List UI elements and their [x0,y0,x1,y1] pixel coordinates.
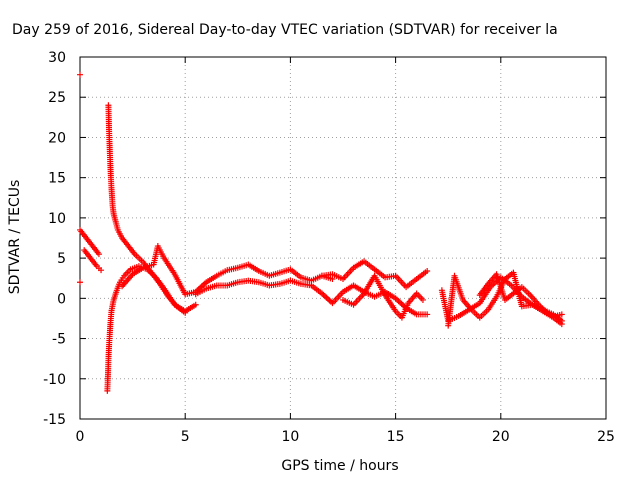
y-tick-label: -10 [43,372,66,388]
series-bundle-dip [340,272,426,321]
series-bundle-high [318,258,431,291]
plot-frame [79,56,607,420]
series-late-c [476,271,565,320]
data-points [77,71,565,394]
data-point [558,311,565,318]
y-tick-label: 10 [48,211,66,227]
x-tick-labels: 0 5 10 15 20 25 [76,429,615,445]
y-tick-label: 20 [48,130,66,146]
grid [80,57,606,419]
data-point [558,321,565,328]
y-tick-label: -15 [43,412,66,428]
x-tick-label: 10 [281,429,299,445]
data-point [77,279,83,286]
y-axis-label: SDTVAR / TECUs [7,180,23,295]
y-tick-label: 15 [48,171,66,187]
axis-ticks [79,56,607,420]
data-point [424,311,431,318]
y-tick-label: 0 [57,291,66,307]
x-tick-label: 0 [76,429,85,445]
y-tick-label: 25 [48,90,66,106]
data-point [192,301,199,308]
data-point [419,296,426,303]
series-early-b [81,247,105,274]
y-tick-label: -5 [52,332,66,348]
series-late-b [445,269,565,329]
series-outlier-high [77,71,83,78]
data-point [77,71,83,78]
data-point [98,267,105,274]
series-spike-down [104,263,199,394]
x-tick-label: 15 [387,429,405,445]
x-axis-label: GPS time / hours [281,458,398,474]
y-tick-labels: -15 -10 -5 0 5 10 15 20 25 30 [43,50,66,428]
x-tick-label: 5 [181,429,190,445]
series-bundle-mid [119,243,336,298]
data-point [95,251,102,258]
y-tick-label: 30 [48,50,66,66]
x-tick-label: 25 [597,429,615,445]
data-point [424,267,431,274]
series-outlier-low [77,279,83,286]
y-tick-label: 5 [57,251,66,267]
chart-title: Day 259 of 2016, Sidereal Day-to-day VTE… [12,22,558,38]
x-tick-label: 20 [492,429,510,445]
series-early-a [77,226,102,258]
